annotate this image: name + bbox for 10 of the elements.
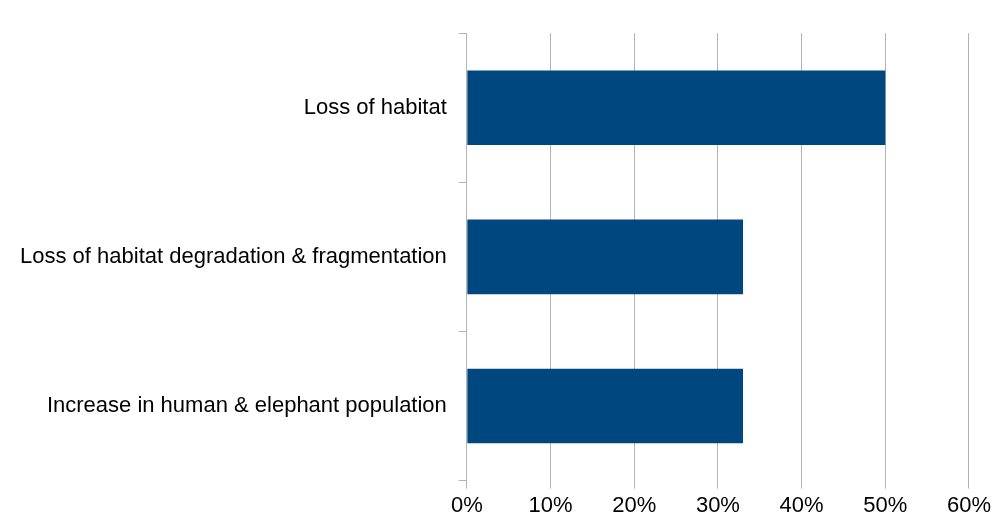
x-tick-label: 50% xyxy=(863,491,908,517)
x-tick-label: 20% xyxy=(612,491,657,517)
y-tick-label: Loss of habitat degradation & fragmentation xyxy=(20,242,447,268)
x-tick-label: 10% xyxy=(528,491,573,517)
y-tick-label: Loss of habitat xyxy=(303,93,447,119)
x-tick-label: 40% xyxy=(779,491,824,517)
x-tick-label: 0% xyxy=(450,491,483,517)
x-tick-label: 30% xyxy=(695,491,740,517)
x-tick-label: 60% xyxy=(946,491,992,517)
y-tick-label: Increase in human & elephant population xyxy=(46,392,447,418)
